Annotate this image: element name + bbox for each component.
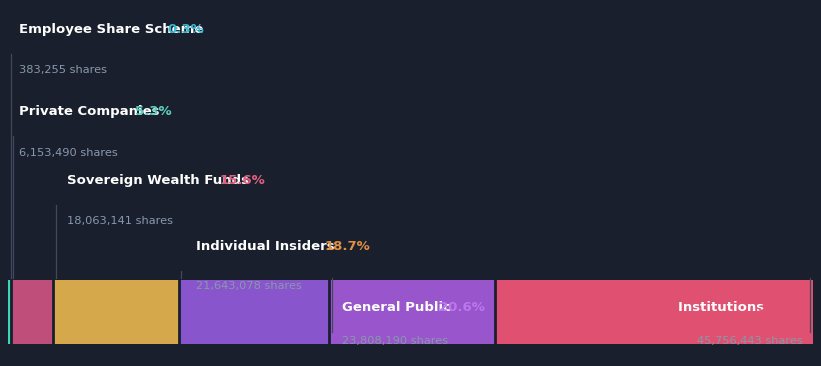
Text: 5.3%: 5.3%	[135, 105, 172, 119]
Text: 15.6%: 15.6%	[220, 173, 265, 187]
Text: 21,643,078 shares: 21,643,078 shares	[195, 281, 301, 291]
Bar	[11, 280, 53, 344]
Text: 20.6%: 20.6%	[438, 301, 484, 314]
Bar	[495, 280, 813, 344]
Bar	[329, 280, 495, 344]
Text: 6,153,490 shares: 6,153,490 shares	[19, 148, 117, 158]
Bar	[53, 280, 179, 344]
Text: 39.5%: 39.5%	[757, 301, 802, 314]
Text: Private Companies: Private Companies	[19, 105, 164, 119]
Text: General Public: General Public	[342, 301, 456, 314]
Text: Employee Share Scheme: Employee Share Scheme	[19, 23, 208, 36]
Text: 23,808,190 shares: 23,808,190 shares	[342, 336, 448, 346]
Text: 0.3%: 0.3%	[167, 23, 204, 36]
Text: 45,756,443 shares: 45,756,443 shares	[696, 336, 802, 346]
Text: Institutions: Institutions	[678, 301, 768, 314]
Text: 18,063,141 shares: 18,063,141 shares	[67, 216, 173, 226]
Text: 18.7%: 18.7%	[324, 240, 370, 253]
Text: Sovereign Wealth Funds: Sovereign Wealth Funds	[67, 173, 254, 187]
Text: 383,255 shares: 383,255 shares	[19, 66, 107, 75]
Bar	[8, 280, 11, 344]
Bar	[179, 280, 329, 344]
Text: Individual Insiders: Individual Insiders	[195, 240, 339, 253]
